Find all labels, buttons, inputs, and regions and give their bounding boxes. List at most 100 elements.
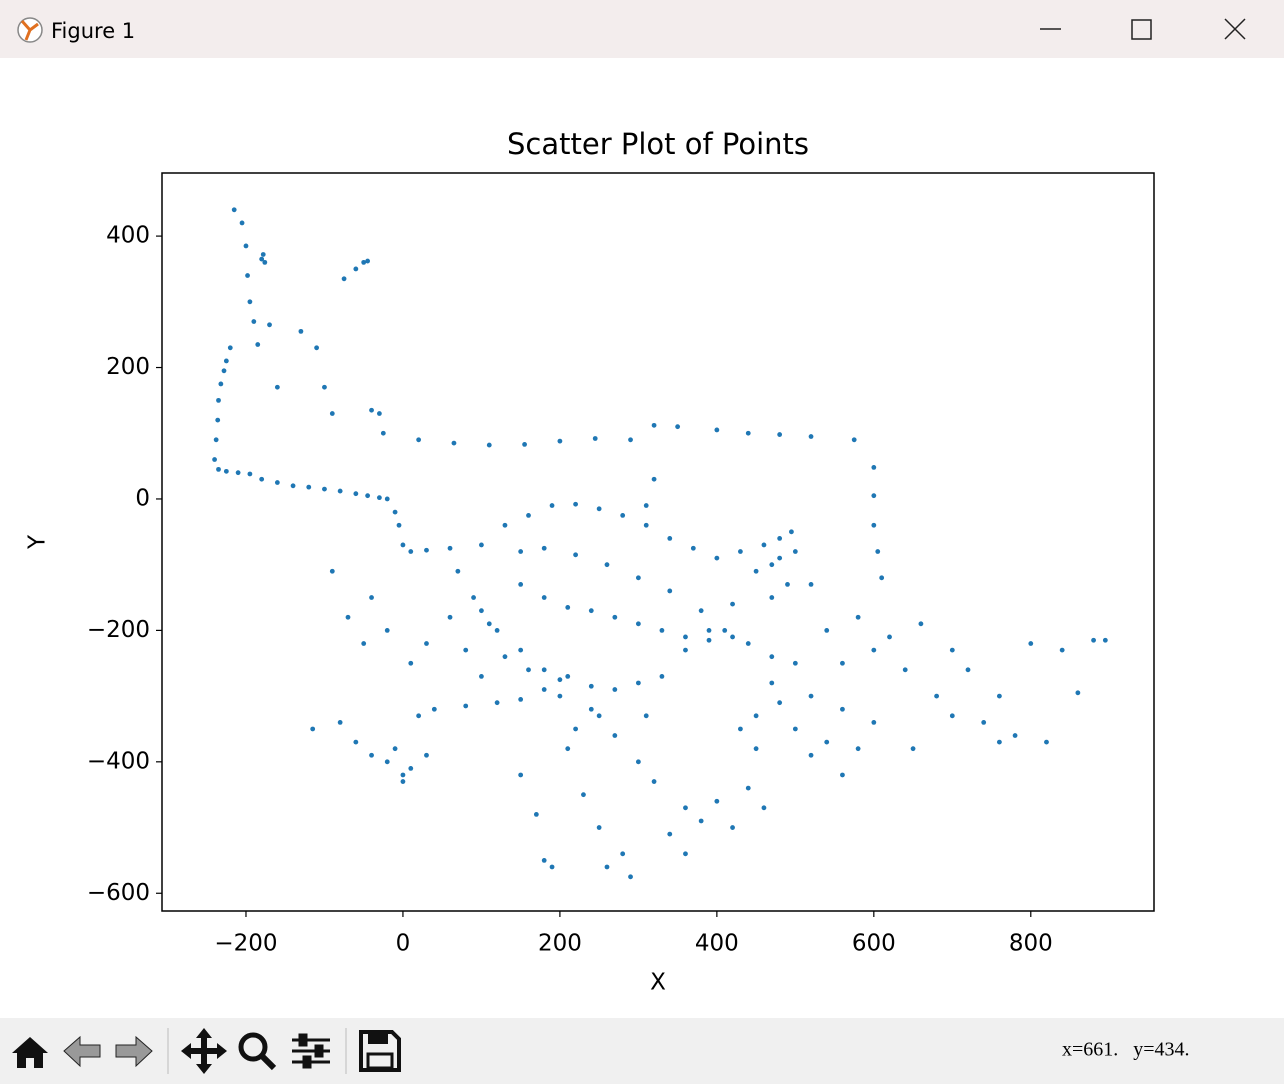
point	[565, 604, 571, 610]
point	[290, 483, 296, 489]
home-button[interactable]	[12, 1037, 48, 1068]
point	[745, 785, 751, 791]
point	[223, 358, 229, 364]
point	[808, 434, 814, 439]
app-icon	[17, 17, 43, 43]
point	[573, 552, 578, 558]
point	[573, 726, 578, 732]
x-tick-label: 0	[396, 931, 411, 957]
point	[259, 476, 265, 482]
point	[392, 509, 398, 515]
point	[447, 614, 453, 620]
point	[808, 693, 814, 699]
point	[479, 608, 484, 614]
point	[683, 805, 688, 811]
point	[714, 798, 720, 804]
point	[753, 713, 759, 719]
point	[267, 322, 272, 328]
point	[215, 417, 221, 423]
point	[722, 627, 728, 633]
point	[789, 529, 794, 535]
point	[612, 733, 618, 738]
point	[738, 549, 743, 554]
x-tick-label: 800	[1009, 931, 1053, 957]
point	[416, 713, 422, 719]
point	[777, 700, 783, 706]
forward-button[interactable]	[115, 1035, 153, 1068]
point	[620, 512, 626, 518]
point	[855, 614, 861, 620]
configure-button[interactable]	[292, 1033, 330, 1069]
point	[910, 746, 916, 752]
point	[337, 488, 343, 494]
point	[471, 595, 476, 600]
point	[612, 614, 618, 620]
point	[345, 614, 351, 620]
point	[635, 759, 641, 765]
point	[667, 831, 673, 837]
point	[667, 535, 673, 541]
point	[400, 772, 406, 778]
point	[643, 503, 649, 508]
point	[424, 641, 429, 646]
point	[447, 545, 453, 551]
point	[262, 259, 268, 265]
point	[216, 466, 221, 472]
zoom-button[interactable]	[238, 1032, 277, 1071]
save-button[interactable]	[359, 1030, 401, 1072]
pan-button[interactable]	[181, 1028, 227, 1074]
point	[635, 621, 641, 627]
point	[408, 765, 414, 771]
point	[526, 667, 531, 673]
point	[541, 857, 547, 863]
y-tick-label: 0	[135, 485, 150, 511]
point	[949, 713, 955, 719]
y-tick-label: 200	[106, 354, 150, 380]
point	[341, 276, 347, 282]
window-title: Figure 1	[51, 19, 135, 43]
maximize-button[interactable]	[1131, 19, 1152, 40]
point	[365, 258, 371, 264]
point	[753, 746, 759, 752]
point	[769, 654, 775, 660]
point	[698, 818, 704, 824]
point	[667, 588, 673, 594]
point	[565, 673, 571, 679]
point	[1028, 641, 1034, 646]
point	[792, 726, 798, 732]
point	[369, 595, 374, 600]
back-button[interactable]	[63, 1035, 101, 1068]
point	[557, 677, 563, 683]
point	[949, 647, 955, 653]
point	[840, 660, 845, 666]
close-button[interactable]	[1224, 18, 1246, 40]
point	[479, 542, 484, 548]
point	[1044, 739, 1049, 745]
point	[592, 436, 598, 441]
point	[596, 713, 602, 719]
point	[518, 647, 524, 653]
point	[255, 342, 261, 347]
point	[965, 667, 971, 673]
point	[588, 706, 594, 712]
point	[380, 430, 386, 436]
point	[604, 864, 610, 870]
point	[769, 562, 775, 568]
point	[400, 779, 406, 784]
point	[714, 555, 720, 561]
point	[769, 595, 775, 600]
point	[777, 535, 783, 541]
point	[314, 345, 320, 351]
point	[533, 811, 539, 817]
point	[541, 667, 547, 673]
x-tick-label: 400	[695, 931, 739, 957]
point	[1012, 733, 1018, 738]
point	[745, 430, 751, 436]
point	[651, 422, 657, 428]
point	[824, 627, 830, 633]
point	[612, 687, 618, 692]
point	[396, 522, 402, 528]
point	[384, 496, 390, 502]
point	[549, 864, 555, 870]
point	[298, 328, 304, 334]
